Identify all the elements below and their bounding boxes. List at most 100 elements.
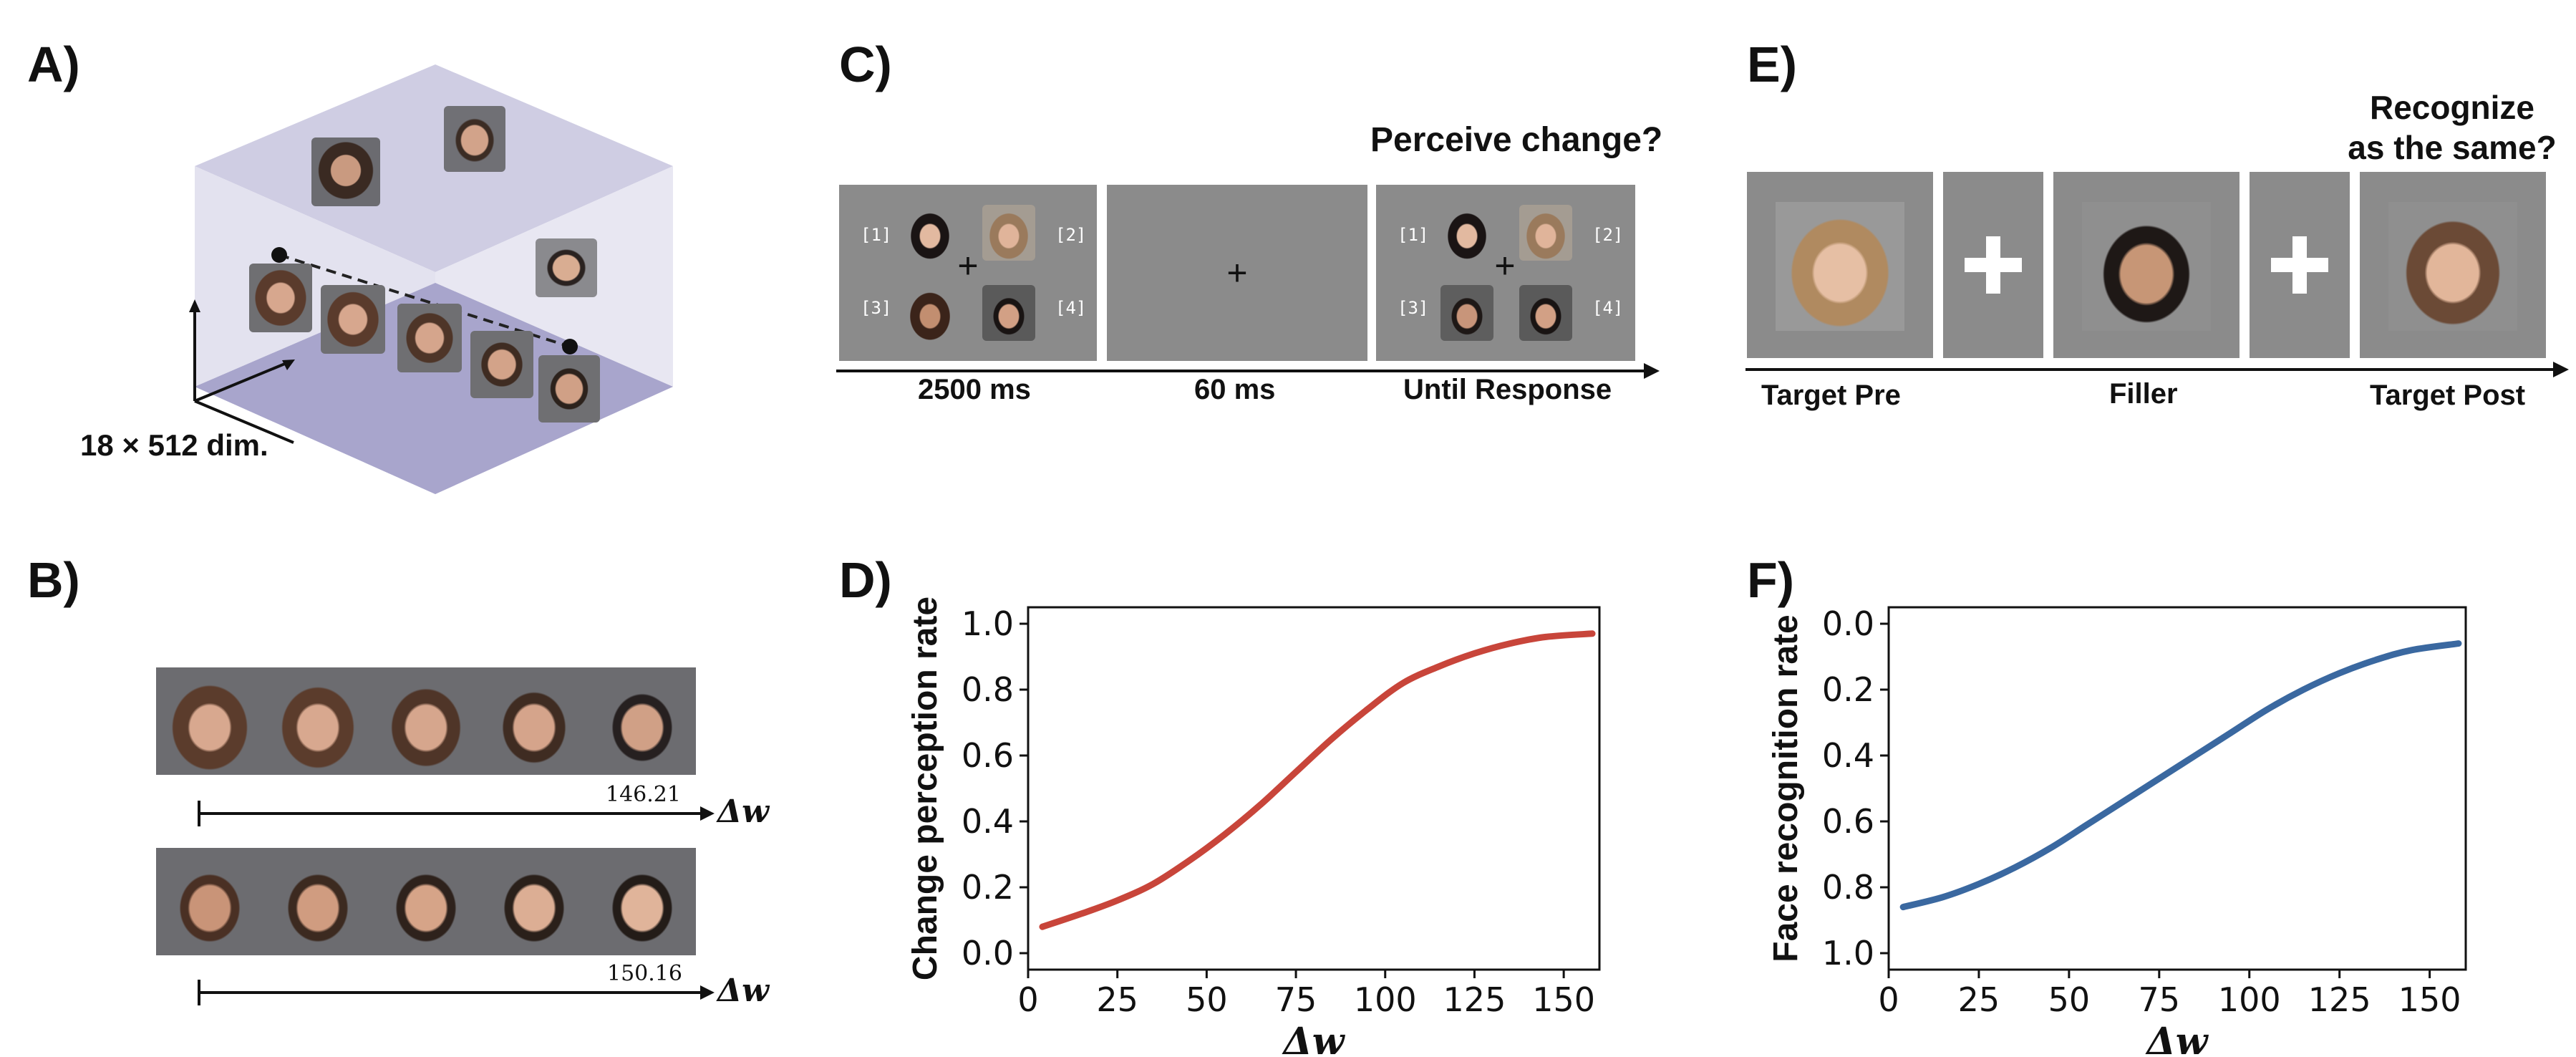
recognize-question-line-2: as the same? [2348, 129, 2557, 166]
face-thumbnail [1440, 205, 1493, 261]
stimulus-frame-test: [1] [2] [3] [4] + [1376, 185, 1635, 361]
slot-label-1: [1] [1398, 225, 1429, 245]
x-tick-label: 50 [1186, 980, 1228, 1019]
face-thumbnail [2388, 202, 2517, 331]
x-tick-label: 150 [2398, 980, 2461, 1019]
slot-label-2: [2] [1055, 225, 1087, 245]
panel-e-label: E) [1747, 37, 1797, 92]
timeline-label-target-pre: Target Pre [1761, 380, 1901, 411]
fixation-cross: + [957, 246, 979, 286]
target-post-frame [2360, 172, 2546, 358]
timeline-label-response: Until Response [1403, 374, 1612, 405]
slot-label-4: [4] [1592, 298, 1624, 318]
x-tick-label: 75 [1275, 980, 1317, 1019]
face-thumbnail [470, 331, 533, 398]
stimulus-frame-initial: [1] [2] [3] [4] + [839, 185, 1097, 361]
slot-label-4: [4] [1055, 298, 1087, 318]
face-thumbnail [264, 667, 372, 775]
panel-d-label: D) [839, 552, 892, 608]
morph-strip-row-2 [156, 848, 696, 955]
x-axis-label: Δw [1281, 1020, 1345, 1057]
latent-space-cube [189, 64, 673, 494]
x-axis-label: Δw [2144, 1020, 2209, 1057]
x-tick-label: 0 [1878, 980, 1899, 1019]
slot-label-3: [3] [861, 298, 892, 318]
x-tick-label: 25 [1958, 980, 2000, 1019]
x-tick-label: 100 [2218, 980, 2281, 1019]
recognize-question-line-1: Recognize [2369, 89, 2535, 126]
face-thumbnail [2082, 202, 2211, 331]
panel-b-label: B) [27, 552, 80, 608]
panel-c-label: C) [839, 37, 892, 92]
morph-axis-arrows [198, 801, 715, 1005]
face-thumbnail [538, 355, 600, 423]
delta-w-label: Δw [717, 972, 770, 1009]
filler-frame [2053, 172, 2240, 358]
y-tick-label: 0.2 [1822, 670, 1874, 709]
perceive-change-question: Perceive change? [1370, 121, 1663, 159]
recognize-question: Recognize as the same? [2341, 87, 2563, 168]
face-thumbnail [372, 667, 480, 775]
fixation-cross: + [1226, 253, 1248, 293]
cross-frame-2 [2250, 172, 2350, 358]
face-thumbnail [904, 285, 957, 341]
face-thumbnail [156, 667, 263, 775]
face-thumbnail [1519, 285, 1572, 341]
timeline-label-filler: Filler [2109, 378, 2178, 410]
face-thumbnail [1440, 285, 1493, 341]
face-thumbnail [982, 285, 1035, 341]
face-thumbnail [536, 238, 597, 297]
y-tick-label: 0.6 [962, 736, 1014, 775]
face-thumbnail [589, 667, 696, 775]
face-thumbnail [444, 106, 505, 172]
y-tick-label: 0.0 [1822, 604, 1874, 643]
face-thumbnail [156, 848, 263, 955]
plot-frame [1887, 606, 2467, 971]
morph-distance-value-1: 146.21 [606, 782, 681, 807]
panel-a-label: A) [27, 37, 80, 92]
x-tick-label: 25 [1096, 980, 1138, 1019]
face-thumbnail [397, 304, 462, 372]
x-tick-label: 150 [1532, 980, 1595, 1019]
face-thumbnail [480, 848, 588, 955]
face-thumbnail [372, 848, 480, 955]
timeline-label-initial: 2500 ms [918, 374, 1031, 405]
plot-frame [1027, 606, 1601, 971]
panel-f-label: F) [1747, 552, 1795, 608]
face-thumbnail [311, 137, 380, 206]
y-tick-label: 0.0 [962, 934, 1014, 972]
face-thumbnail [982, 205, 1035, 261]
fixation-cross-icon [2271, 236, 2328, 294]
y-tick-label: 0.2 [962, 868, 1014, 907]
morph-strip-row-1 [156, 667, 696, 775]
y-tick-label: 0.8 [1822, 868, 1874, 907]
face-thumbnail [321, 285, 385, 354]
y-tick-label: 0.4 [1822, 736, 1874, 775]
fixation-cross-icon [1965, 236, 2022, 294]
x-tick-label: 100 [1354, 980, 1417, 1019]
x-tick-label: 0 [1017, 980, 1038, 1019]
y-axis-label: Face recognition rate [1767, 614, 1805, 962]
fixation-cross: + [1494, 246, 1516, 286]
target-pre-frame [1747, 172, 1933, 358]
x-tick-label: 50 [2048, 980, 2091, 1019]
delta-w-label: Δw [717, 793, 770, 830]
timeline-label-interval: 60 ms [1194, 374, 1276, 405]
face-thumbnail [904, 205, 957, 261]
slot-label-1: [1] [861, 225, 892, 245]
y-tick-label: 1.0 [962, 604, 1014, 643]
timeline-arrow-c [836, 363, 1660, 379]
face-thumbnail [1776, 202, 1904, 331]
cross-frame-1 [1943, 172, 2043, 358]
x-tick-label: 125 [1443, 980, 1506, 1019]
x-tick-label: 75 [2139, 980, 2181, 1019]
series-line [1039, 630, 1596, 930]
face-thumbnail [1519, 205, 1572, 261]
y-tick-label: 0.8 [962, 670, 1014, 709]
y-tick-label: 1.0 [1822, 934, 1874, 972]
morph-distance-value-2: 150.16 [607, 961, 682, 986]
latent-dims-label: 18 × 512 dim. [80, 428, 268, 462]
blank-interval-frame: + [1107, 185, 1367, 361]
